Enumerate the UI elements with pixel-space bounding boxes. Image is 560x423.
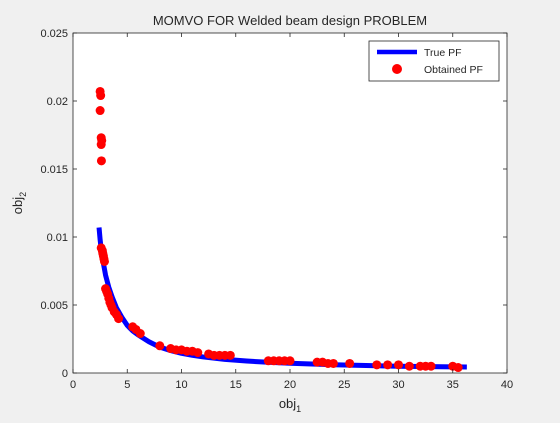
x-tick-label: 35 [447, 379, 459, 391]
obtained-pf-point [96, 91, 106, 101]
y-axis-title-subscript: 2 [18, 192, 28, 197]
obtained-pf-point [285, 356, 295, 366]
obtained-pf-point [96, 140, 106, 150]
obtained-pf-point [383, 360, 393, 370]
obtained-pf-point [404, 361, 414, 371]
x-axis-title-base: obj [279, 396, 296, 411]
obtained-pf-layer [95, 86, 463, 373]
x-tick-label: 30 [392, 379, 404, 391]
y-tick-label: 0.01 [47, 232, 68, 244]
obtained-pf-point [96, 156, 106, 166]
plot-area [73, 33, 507, 373]
obtained-pf-point [372, 360, 382, 370]
x-tick-label: 10 [175, 379, 187, 391]
obtained-pf-point [328, 358, 338, 368]
x-tick-label: 25 [338, 379, 350, 391]
y-tick-label: 0.025 [40, 28, 68, 40]
x-tick-label: 0 [70, 379, 76, 391]
chart-title: MOMVO FOR Welded beam design PROBLEM [153, 13, 427, 28]
obtained-pf-point [135, 329, 145, 339]
y-tick-label: 0.015 [40, 164, 68, 176]
x-tick-label: 40 [501, 379, 513, 391]
obtained-pf-point [155, 341, 165, 351]
legend-true-pf-label: True PF [424, 47, 462, 59]
obtained-pf-point [95, 106, 105, 116]
y-tick-label: 0.005 [40, 300, 68, 312]
legend-box [368, 40, 500, 82]
x-tick-label: 15 [230, 379, 242, 391]
x-axis-title-subscript: 1 [296, 404, 301, 414]
x-axis-title: obj1 [279, 396, 301, 414]
ticks: 0 5 10 15 20 25 30 35 40 0 0.005 0.01 0.015 0.02 0.025 [40, 28, 513, 391]
y-axis-title: obj2 [10, 192, 28, 214]
obtained-pf-point [394, 360, 403, 370]
y-axis-title-base: obj [10, 197, 25, 214]
obtained-pf-point [345, 358, 355, 368]
obtained-pf-point [193, 348, 203, 358]
obtained-pf-point [99, 256, 109, 266]
legend-obtained-pf-swatch [392, 64, 402, 74]
y-tick-label: 0.02 [47, 96, 68, 108]
obtained-pf-point [426, 361, 436, 371]
obtained-pf-point [453, 363, 463, 373]
legend-obtained-pf-label: Obtained PF [424, 64, 483, 76]
obtained-pf-point [114, 314, 124, 324]
legend: True PF Obtained PF [368, 40, 500, 82]
y-tick-label: 0 [62, 368, 68, 380]
x-tick-label: 5 [124, 379, 130, 391]
x-tick-label: 20 [284, 379, 296, 391]
obtained-pf-point [225, 350, 235, 360]
